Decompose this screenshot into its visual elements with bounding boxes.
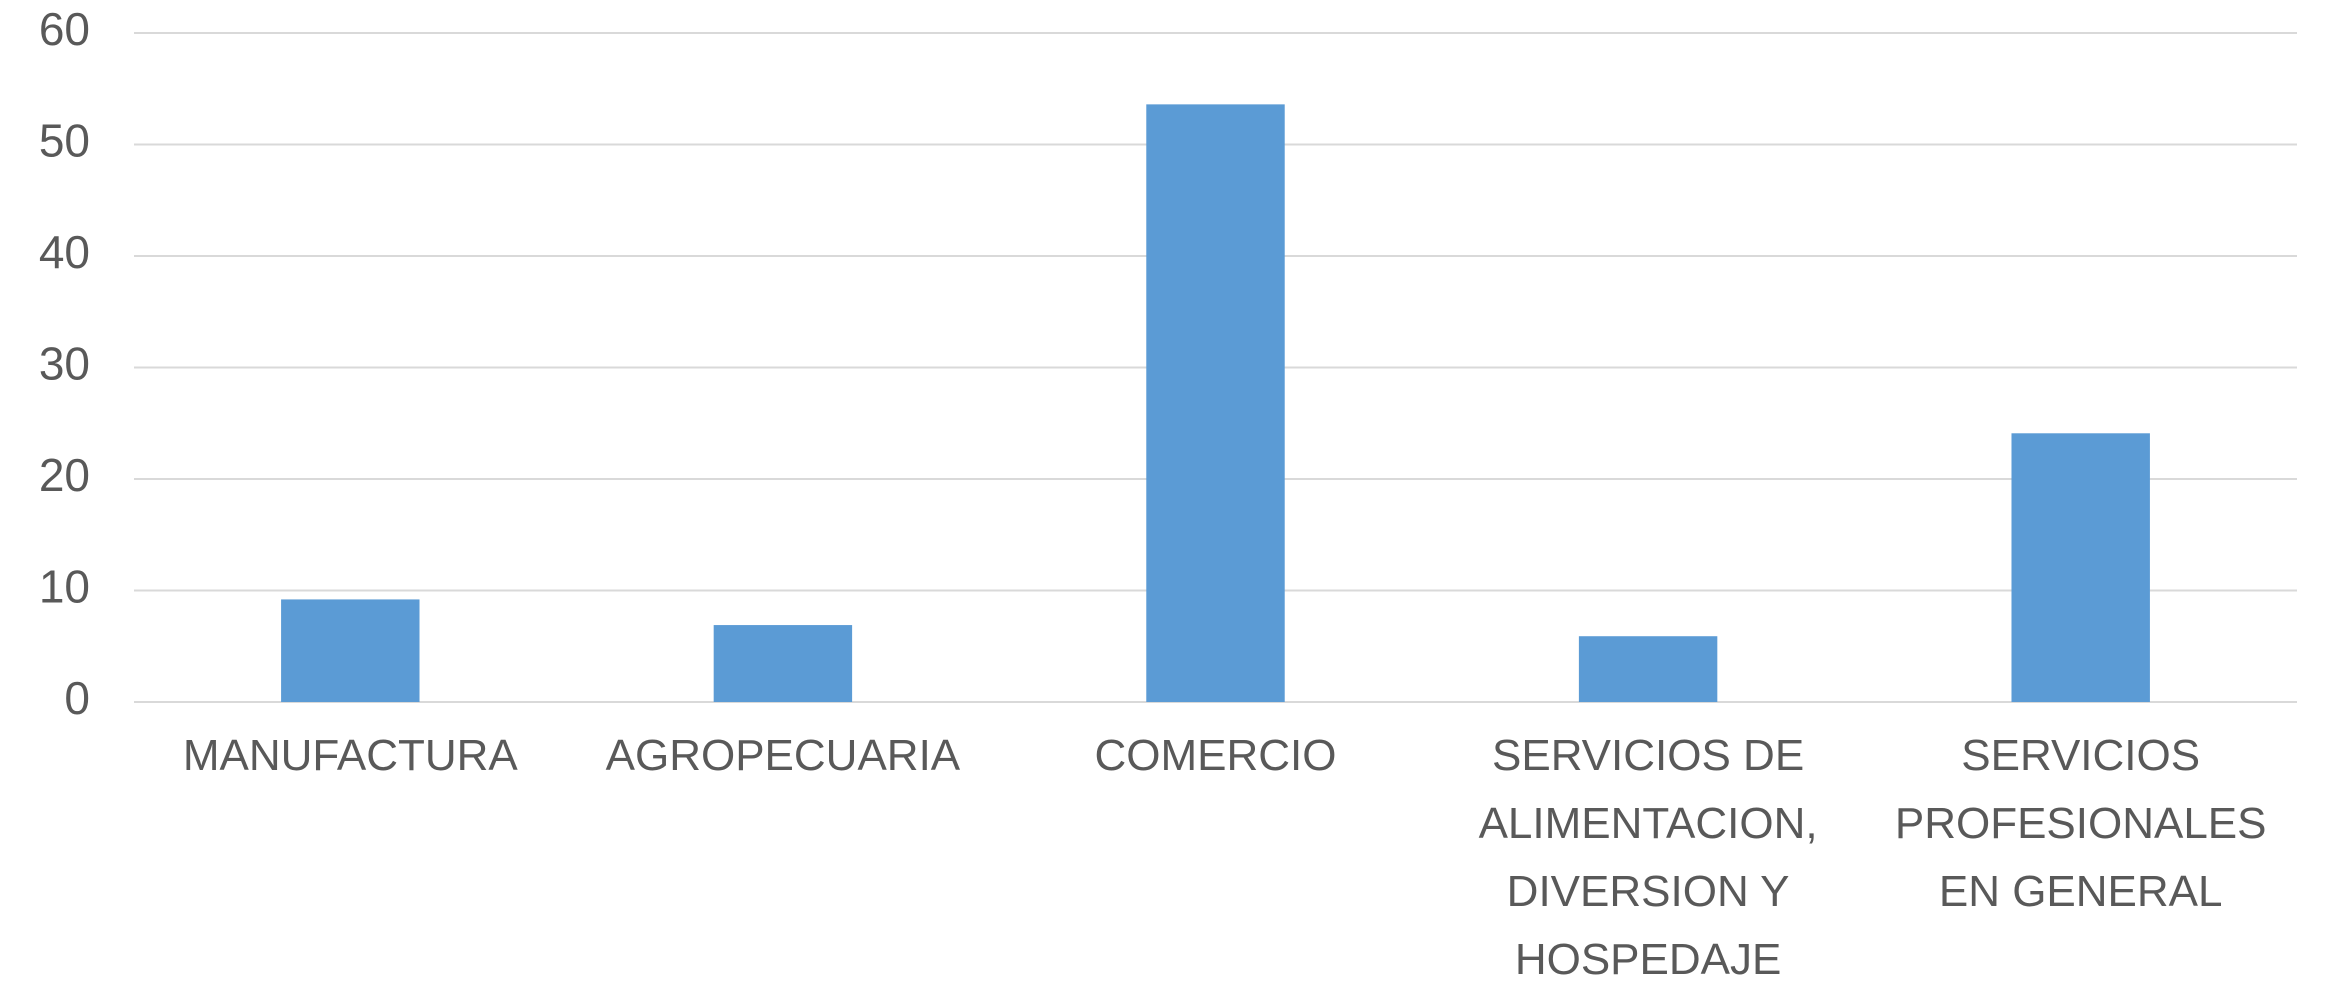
x-tick-label: COMERCIO xyxy=(1094,731,1337,780)
x-tick-label-box: SERVICIOS DE ALIMENTACION, DIVERSION Y H… xyxy=(1478,731,1818,984)
bar xyxy=(1578,636,1718,702)
bar xyxy=(2011,433,2150,702)
bar xyxy=(713,625,853,702)
x-tick-label: SERVICIOS DE ALIMENTACION, DIVERSION Y H… xyxy=(1478,731,1818,984)
x-tick-label-box: SERVICIOS PROFESIONALES EN GENERAL xyxy=(1894,731,2267,916)
x-tick-label-box: COMERCIO xyxy=(1094,731,1337,780)
y-tick-label: 20 xyxy=(39,449,90,501)
y-tick-label: 40 xyxy=(39,226,90,278)
x-tick-label: SERVICIOS PROFESIONALES EN GENERAL xyxy=(1894,731,2267,916)
y-tick-label: 60 xyxy=(39,3,90,55)
y-tick-label: 30 xyxy=(39,338,90,390)
x-tick-label-box: MANUFACTURA xyxy=(182,731,518,780)
x-tick-label: MANUFACTURA xyxy=(182,731,518,780)
y-tick-label: 10 xyxy=(39,561,90,613)
bar xyxy=(1146,104,1285,703)
y-tick-label: 50 xyxy=(39,115,90,167)
bar xyxy=(281,599,420,702)
x-tick-label-box: AGROPECUARIA xyxy=(605,731,961,780)
x-tick-label: AGROPECUARIA xyxy=(605,731,961,780)
y-tick-label: 0 xyxy=(64,672,90,724)
